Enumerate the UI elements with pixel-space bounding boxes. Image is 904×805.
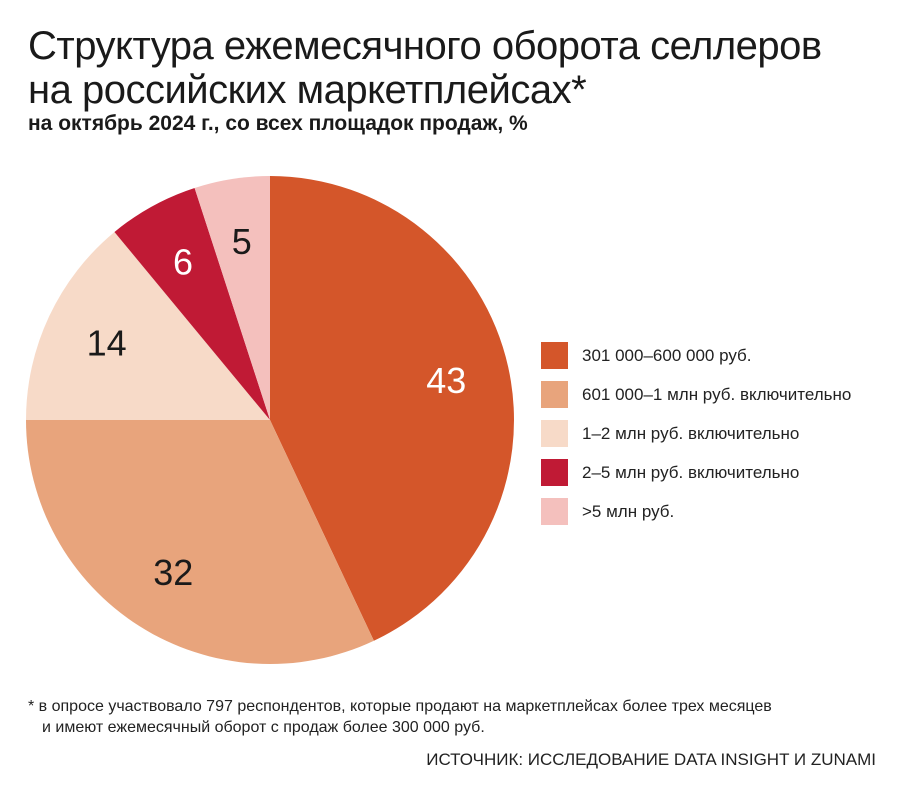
legend-label-5: >5 млн руб. (582, 501, 675, 521)
pie-slice-3 (26, 231, 270, 420)
legend-swatch-4 (541, 459, 568, 486)
chart-subtitle: на октябрь 2024 г., со всех площадок про… (28, 112, 528, 135)
chart-legend: 301 000–600 000 руб. 601 000–1 млн руб. в… (541, 336, 901, 531)
pie-slice-1 (270, 176, 514, 641)
legend-item-2: 601 000–1 млн руб. включительно (541, 375, 901, 414)
source-note: ИСТОЧНИК: ИССЛЕДОВАНИЕ DATA INSIGHT И ZU… (426, 750, 876, 769)
pie-slice-label-5: 5 (232, 221, 252, 262)
legend-swatch-3 (541, 420, 568, 447)
pie-slice-4 (114, 187, 271, 420)
pie-chart: 43 32 14 6 5 (26, 176, 514, 664)
legend-item-4: 2–5 млн руб. включительно (541, 453, 901, 492)
legend-item-5: >5 млн руб. (541, 492, 901, 531)
legend-label-3: 1–2 млн руб. включительно (582, 423, 800, 443)
legend-label-4: 2–5 млн руб. включительно (582, 462, 800, 482)
legend-label-2: 601 000–1 млн руб. включительно (582, 384, 852, 404)
legend-item-1: 301 000–600 000 руб. (541, 336, 901, 375)
pie-slice-label-1: 43 (426, 360, 466, 401)
pie-slice-5 (194, 176, 270, 420)
footnote-line-2: и имеют ежемесячный оборот с продаж боле… (42, 719, 485, 736)
chart-title: Структура ежемесячного оборота селлеров … (28, 24, 888, 112)
pie-slice-2 (26, 420, 374, 664)
legend-swatch-2 (541, 381, 568, 408)
pie-slice-label-2: 32 (153, 552, 193, 593)
chart-title-line-2: на российских маркетплейсах* (28, 68, 587, 112)
pie-slice-label-3: 14 (87, 323, 127, 364)
legend-label-1: 301 000–600 000 руб. (582, 345, 752, 365)
legend-swatch-5 (541, 498, 568, 525)
legend-item-3: 1–2 млн руб. включительно (541, 414, 901, 453)
footnote: * в опросе участвовало 797 респондентов,… (28, 696, 888, 738)
pie-slice-label-4: 6 (173, 241, 193, 282)
legend-swatch-1 (541, 342, 568, 369)
footnote-line-1: * в опросе участвовало 797 респондентов,… (28, 698, 772, 715)
chart-title-line-1: Структура ежемесячного оборота селлеров (28, 24, 822, 68)
